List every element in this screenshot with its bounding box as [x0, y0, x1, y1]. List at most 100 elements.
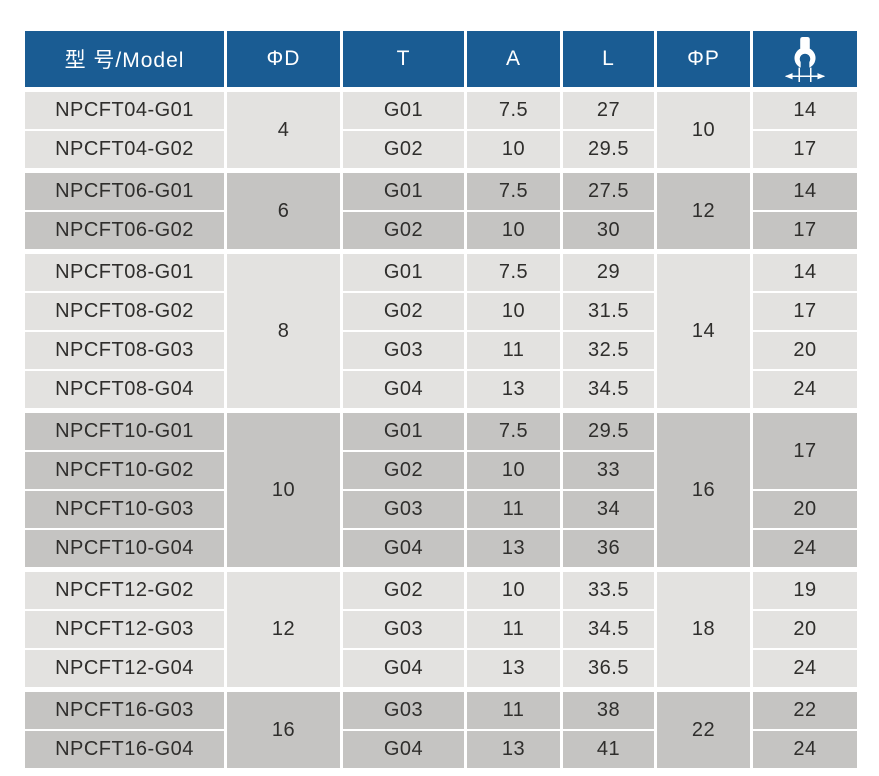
table-row: NPCFT06-G02 G02 10 30 17: [22, 210, 860, 253]
table-row: NPCFT08-G04 G04 13 34.5 24: [22, 369, 860, 412]
l-cell: 33: [560, 450, 657, 491]
model-cell: NPCFT08-G04: [22, 369, 227, 412]
wrench-size-cell: 14: [750, 168, 860, 212]
a-cell: 13: [464, 729, 563, 770]
t-cell: G03: [340, 489, 467, 530]
a-cell: 10: [464, 450, 563, 491]
model-cell: NPCFT12-G03: [22, 609, 227, 650]
spec-table: 型 号/Model ΦD T A L ΦP: [22, 28, 860, 770]
t-cell: G02: [340, 210, 467, 253]
model-cell: NPCFT10-G04: [22, 528, 227, 571]
table-row: NPCFT06-G01 6 G01 7.5 27.5 12 14: [22, 168, 860, 253]
l-cell: 27: [560, 87, 657, 131]
wrench-size-cell: 24: [750, 528, 860, 571]
t-cell: G03: [340, 609, 467, 650]
l-cell: 41: [560, 729, 657, 770]
table-row: NPCFT12-G03 G03 11 34.5 20: [22, 609, 860, 650]
l-cell: 34.5: [560, 609, 657, 650]
a-cell: 7.5: [464, 249, 563, 293]
a-cell: 10: [464, 129, 563, 172]
l-cell: 34: [560, 489, 657, 530]
l-cell: 36.5: [560, 648, 657, 691]
a-cell: 7.5: [464, 408, 563, 452]
t-cell: G04: [340, 729, 467, 770]
p-cell: 14: [654, 249, 753, 412]
t-cell: G02: [340, 129, 467, 172]
wrench-size-cell: 17: [750, 291, 860, 332]
model-cell: NPCFT04-G02: [22, 129, 227, 172]
header-t: T: [340, 28, 467, 91]
model-cell: NPCFT16-G03: [22, 687, 227, 731]
table-row: NPCFT08-G02 G02 10 31.5 17: [22, 291, 860, 332]
model-cell: NPCFT16-G04: [22, 729, 227, 770]
table-row: NPCFT16-G03 16 G03 11 38 22 22: [22, 687, 860, 770]
model-cell: NPCFT12-G02: [22, 567, 227, 611]
t-cell: G02: [340, 567, 467, 611]
a-cell: 13: [464, 369, 563, 412]
a-cell: 13: [464, 528, 563, 571]
d-cell: 6: [224, 168, 343, 253]
table-row: NPCFT10-G01 10 G01 7.5 29.5 16 17: [22, 408, 860, 571]
t-cell: G01: [340, 408, 467, 452]
a-cell: 11: [464, 609, 563, 650]
header-wrench-size: [750, 28, 860, 91]
wrench-size-cell: 20: [750, 330, 860, 371]
l-cell: 29: [560, 249, 657, 293]
wrench-size-cell: 24: [750, 369, 860, 412]
table-row: NPCFT04-G01 4 G01 7.5 27 10 14: [22, 87, 860, 172]
wrench-size-cell: 17: [750, 129, 860, 172]
a-cell: 11: [464, 687, 563, 731]
header-diameter-p: ΦP: [654, 28, 753, 91]
table-row: NPCFT12-G02 12 G02 10 33.5 18 19: [22, 567, 860, 691]
t-cell: G01: [340, 168, 467, 212]
wrench-size-cell: 22: [750, 687, 860, 731]
model-cell: NPCFT10-G01: [22, 408, 227, 452]
t-cell: G02: [340, 291, 467, 332]
table-row: NPCFT10-G02 G02 10 33: [22, 450, 859, 491]
wrench-size-cell: 19: [750, 567, 860, 611]
header-model: 型 号/Model: [22, 28, 227, 91]
table-row: NPCFT16-G04 G04 13 41 24: [22, 729, 860, 770]
model-cell: NPCFT08-G02: [22, 291, 227, 332]
wrench-size-cell: 14: [750, 87, 860, 131]
wrench-size-cell: 24: [750, 729, 860, 770]
model-cell: NPCFT06-G01: [22, 168, 227, 212]
l-cell: 36: [560, 528, 657, 571]
table-row: NPCFT12-G04 G04 13 36.5 24: [22, 648, 860, 691]
model-cell: NPCFT08-G03: [22, 330, 227, 371]
wrench-size-cell: 14: [750, 249, 860, 293]
wrench-size-cell: 24: [750, 648, 860, 691]
table-row: NPCFT10-G03 G03 11 34 20: [22, 489, 860, 530]
a-cell: 10: [464, 567, 563, 611]
t-cell: G01: [340, 249, 467, 293]
t-cell: G01: [340, 87, 467, 131]
header-a: A: [464, 28, 563, 91]
header-l: L: [560, 28, 657, 91]
t-cell: G03: [340, 687, 467, 731]
table-row: NPCFT08-G03 G03 11 32.5 20: [22, 330, 860, 371]
l-cell: 38: [560, 687, 657, 731]
l-cell: 29.5: [560, 129, 657, 172]
wrench-size-cell: 20: [750, 609, 860, 650]
t-cell: G03: [340, 330, 467, 371]
a-cell: 11: [464, 330, 563, 371]
d-cell: 16: [224, 687, 343, 770]
d-cell: 8: [224, 249, 343, 412]
l-cell: 32.5: [560, 330, 657, 371]
l-cell: 34.5: [560, 369, 657, 412]
header-row: 型 号/Model ΦD T A L ΦP: [22, 28, 860, 91]
d-cell: 4: [224, 87, 343, 172]
a-cell: 10: [464, 291, 563, 332]
table-row: NPCFT10-G04 G04 13 36 24: [22, 528, 860, 571]
a-cell: 11: [464, 489, 563, 530]
model-cell: NPCFT10-G03: [22, 489, 227, 530]
p-cell: 12: [654, 168, 753, 253]
l-cell: 27.5: [560, 168, 657, 212]
l-cell: 31.5: [560, 291, 657, 332]
model-cell: NPCFT06-G02: [22, 210, 227, 253]
model-cell: NPCFT08-G01: [22, 249, 227, 293]
wrench-size-cell: 17: [750, 210, 860, 253]
model-cell: NPCFT12-G04: [22, 648, 227, 691]
p-cell: 10: [654, 87, 753, 172]
model-cell: NPCFT04-G01: [22, 87, 227, 131]
